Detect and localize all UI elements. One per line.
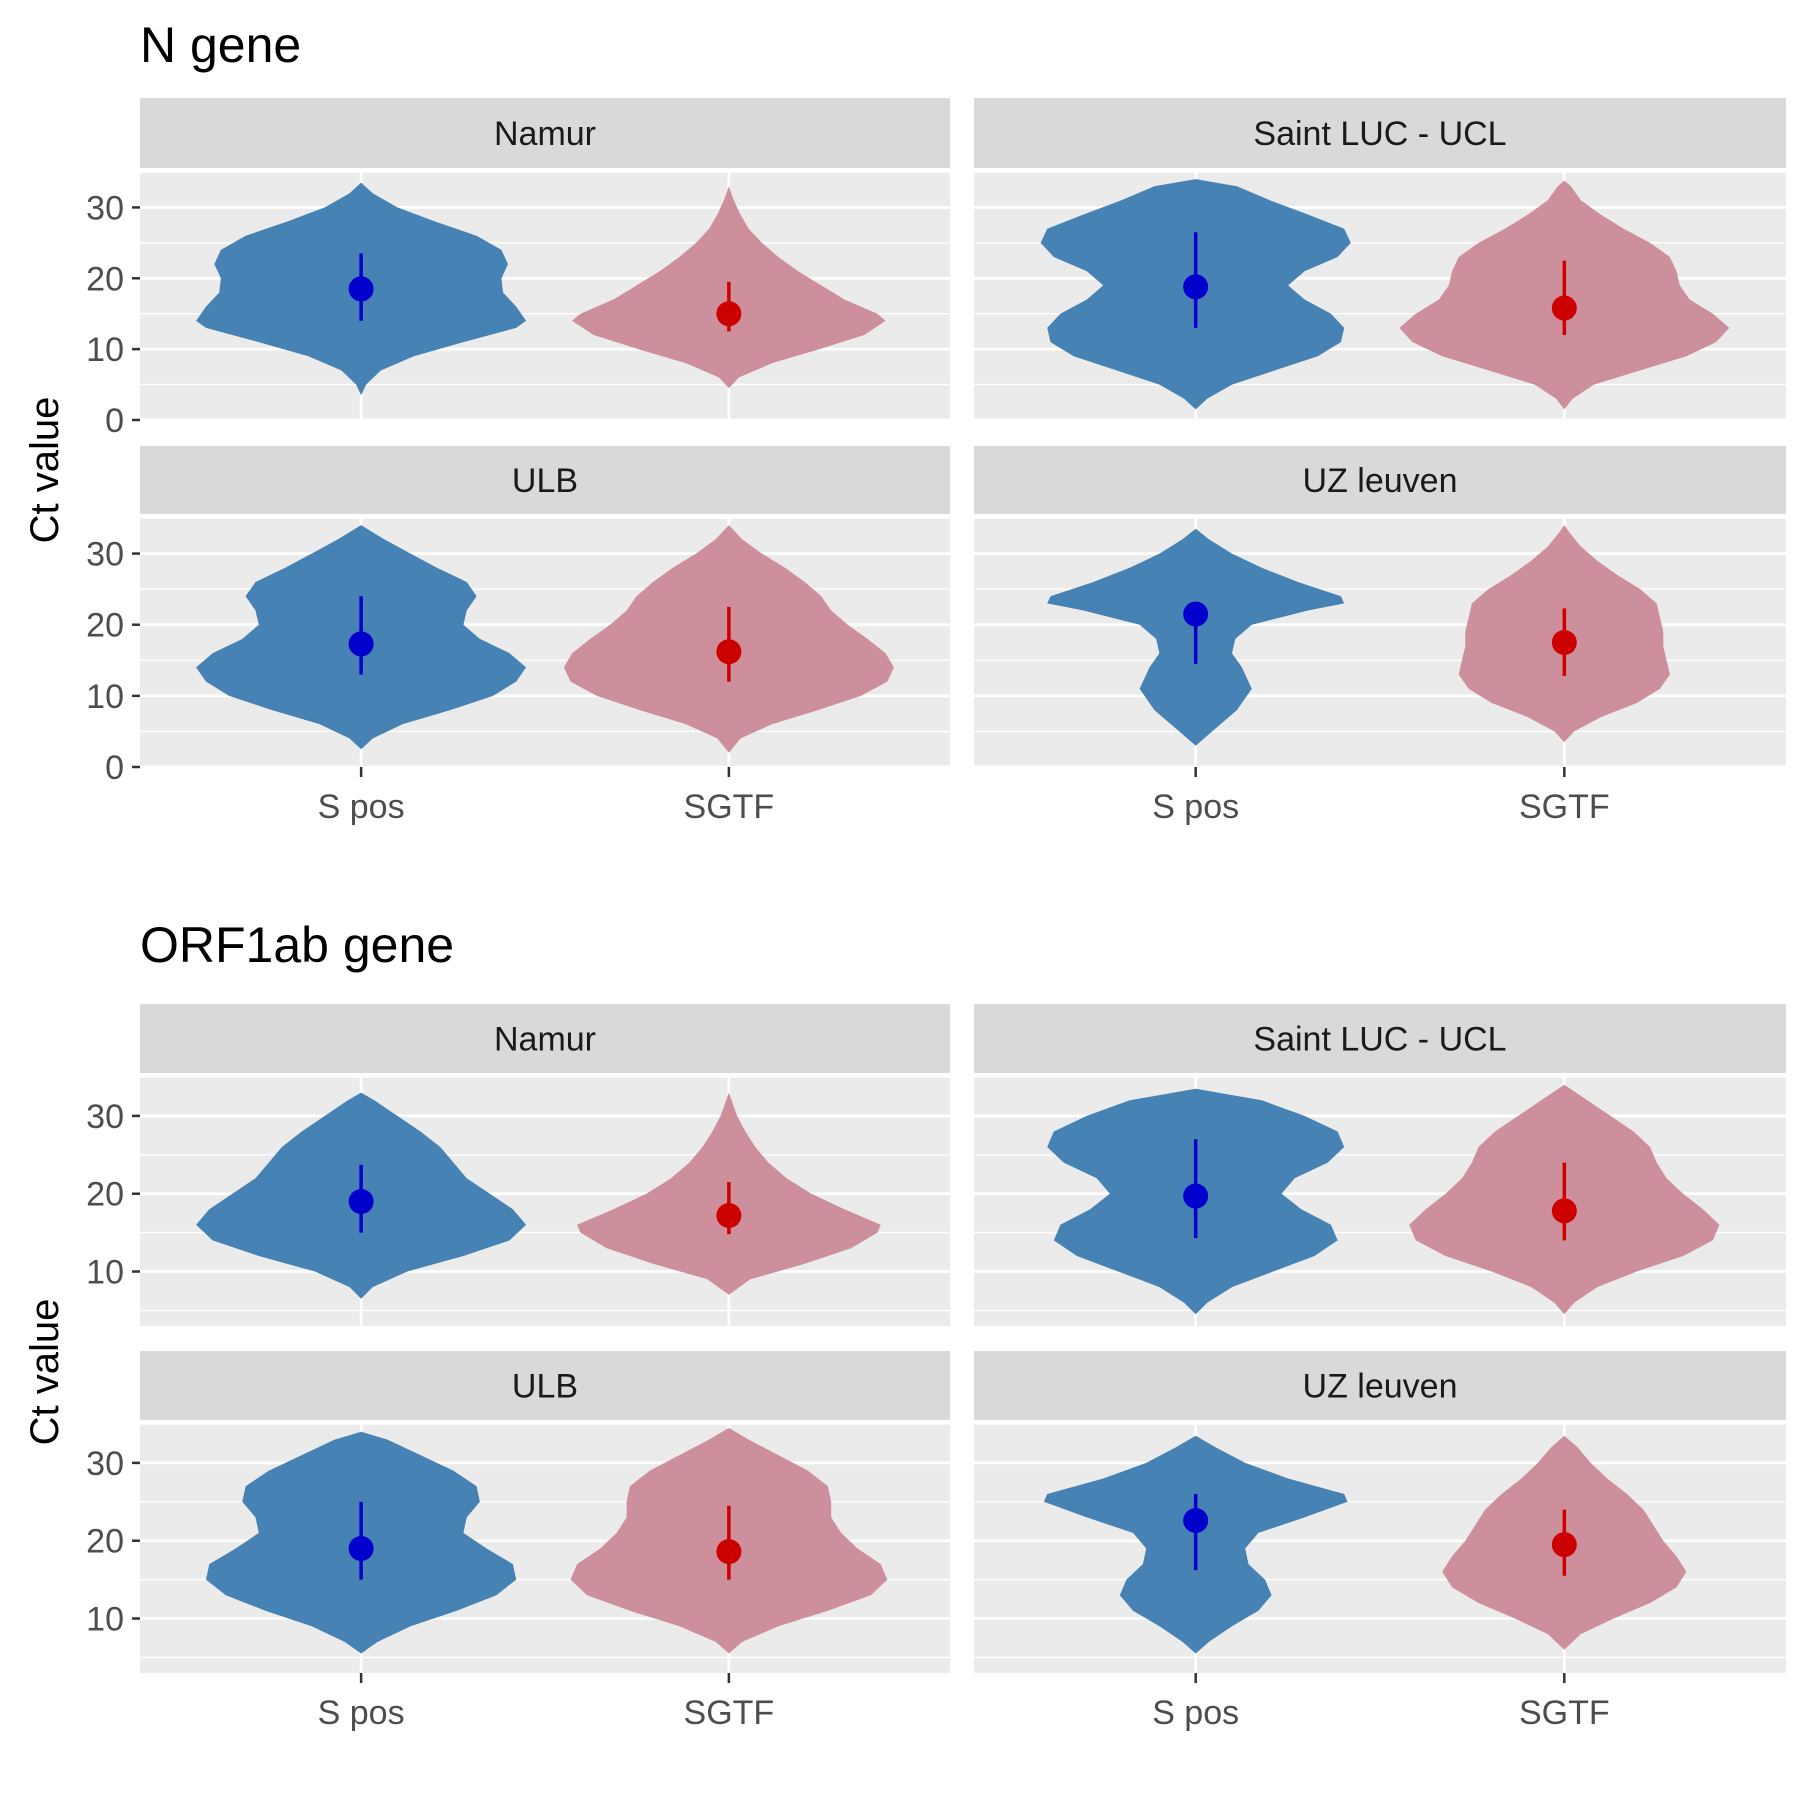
y-tick-label: 10 — [86, 1254, 124, 1292]
y-tick-label: 20 — [86, 1523, 124, 1561]
x-tick-label: S pos — [1152, 788, 1239, 826]
facet-grid: Namur 0 10 20 30 Saint LUC - UCL ULB 0 10 20 30 S p… — [86, 98, 1786, 826]
facet-panel: UZ leuven S pos SGTF — [974, 446, 1786, 826]
facet-strip-label: ULB — [512, 462, 578, 500]
chart-title: N gene — [140, 17, 301, 73]
x-tick-label: S pos — [1152, 1694, 1239, 1732]
y-tick-label: 30 — [86, 536, 124, 574]
facet-strip — [140, 1351, 950, 1420]
facet-panel: Namur 10 20 30 — [86, 1004, 950, 1326]
x-tick-label: SGTF — [1519, 788, 1610, 826]
facet-strip — [140, 446, 950, 514]
median-point — [348, 1536, 374, 1561]
median-point — [1183, 1183, 1209, 1209]
facet-panel: UZ leuven S pos SGTF — [974, 1351, 1786, 1732]
median-point — [1551, 295, 1577, 321]
facet-panel: ULB 10 20 30 S pos SGTF — [86, 1351, 950, 1732]
y-tick-label: 10 — [86, 678, 124, 716]
facet-strip-label: UZ leuven — [1303, 462, 1458, 500]
x-tick-label: SGTF — [684, 1694, 775, 1732]
facet-panel: Saint LUC - UCL — [974, 98, 1786, 422]
median-point — [716, 1203, 742, 1229]
y-tick-label: 20 — [86, 260, 124, 298]
median-point — [348, 276, 374, 302]
y-tick-label: 0 — [105, 749, 124, 787]
x-tick-label: S pos — [318, 1694, 405, 1732]
median-point — [1183, 274, 1209, 300]
median-point — [1551, 630, 1577, 655]
y-tick-label: 20 — [86, 1176, 124, 1214]
facet-grid: Namur 10 20 30 Saint LUC - UCL ULB 10 20 30 S pos… — [86, 1004, 1786, 1732]
chart-title: ORF1ab gene — [140, 917, 454, 973]
facet-strip — [974, 1004, 1786, 1073]
facet-strip-label: ULB — [512, 1368, 578, 1406]
y-tick-label: 10 — [86, 331, 124, 369]
facet-strip-label: Saint LUC - UCL — [1253, 1021, 1506, 1059]
median-point — [348, 1189, 374, 1214]
panel-background — [974, 518, 1786, 767]
facet-strip — [974, 1351, 1786, 1420]
y-tick-label: 30 — [86, 1098, 124, 1136]
y-tick-label: 20 — [86, 607, 124, 645]
median-point — [1551, 1198, 1577, 1224]
x-tick-label: SGTF — [1519, 1694, 1610, 1732]
facet-strip-label: Saint LUC - UCL — [1253, 115, 1506, 153]
facet-strip-label: Namur — [494, 1021, 596, 1059]
median-point — [716, 639, 742, 665]
n-gene-chart: N gene Ct value Namur 0 10 20 30 Saint LUC - … — [23, 17, 1786, 826]
facet-strip — [974, 446, 1786, 514]
facet-panel: ULB 0 10 20 30 S pos SGTF — [86, 446, 950, 826]
facet-strip-label: UZ leuven — [1303, 1368, 1458, 1406]
y-tick-label: 0 — [105, 402, 124, 440]
facet-panel: Saint LUC - UCL — [974, 1004, 1786, 1326]
median-point — [716, 1539, 742, 1565]
x-tick-label: SGTF — [684, 788, 775, 826]
median-point — [1551, 1532, 1577, 1558]
median-point — [716, 301, 742, 327]
x-tick-label: S pos — [318, 788, 405, 826]
median-point — [348, 631, 374, 657]
y-axis-label: Ct value — [23, 397, 67, 544]
y-tick-label: 30 — [86, 189, 124, 227]
y-tick-label: 10 — [86, 1601, 124, 1639]
facet-strip — [140, 1004, 950, 1073]
orf1ab-gene-chart: ORF1ab gene Ct value Namur 10 20 30 Saint LU… — [23, 917, 1786, 1732]
median-point — [1183, 601, 1209, 627]
y-tick-label: 30 — [86, 1445, 124, 1483]
facet-panel: Namur 0 10 20 30 — [86, 98, 950, 440]
facet-strip — [140, 98, 950, 168]
facet-strip-label: Namur — [494, 115, 596, 153]
y-axis-label: Ct value — [23, 1299, 67, 1446]
facet-strip — [974, 98, 1786, 168]
median-point — [1183, 1507, 1209, 1533]
